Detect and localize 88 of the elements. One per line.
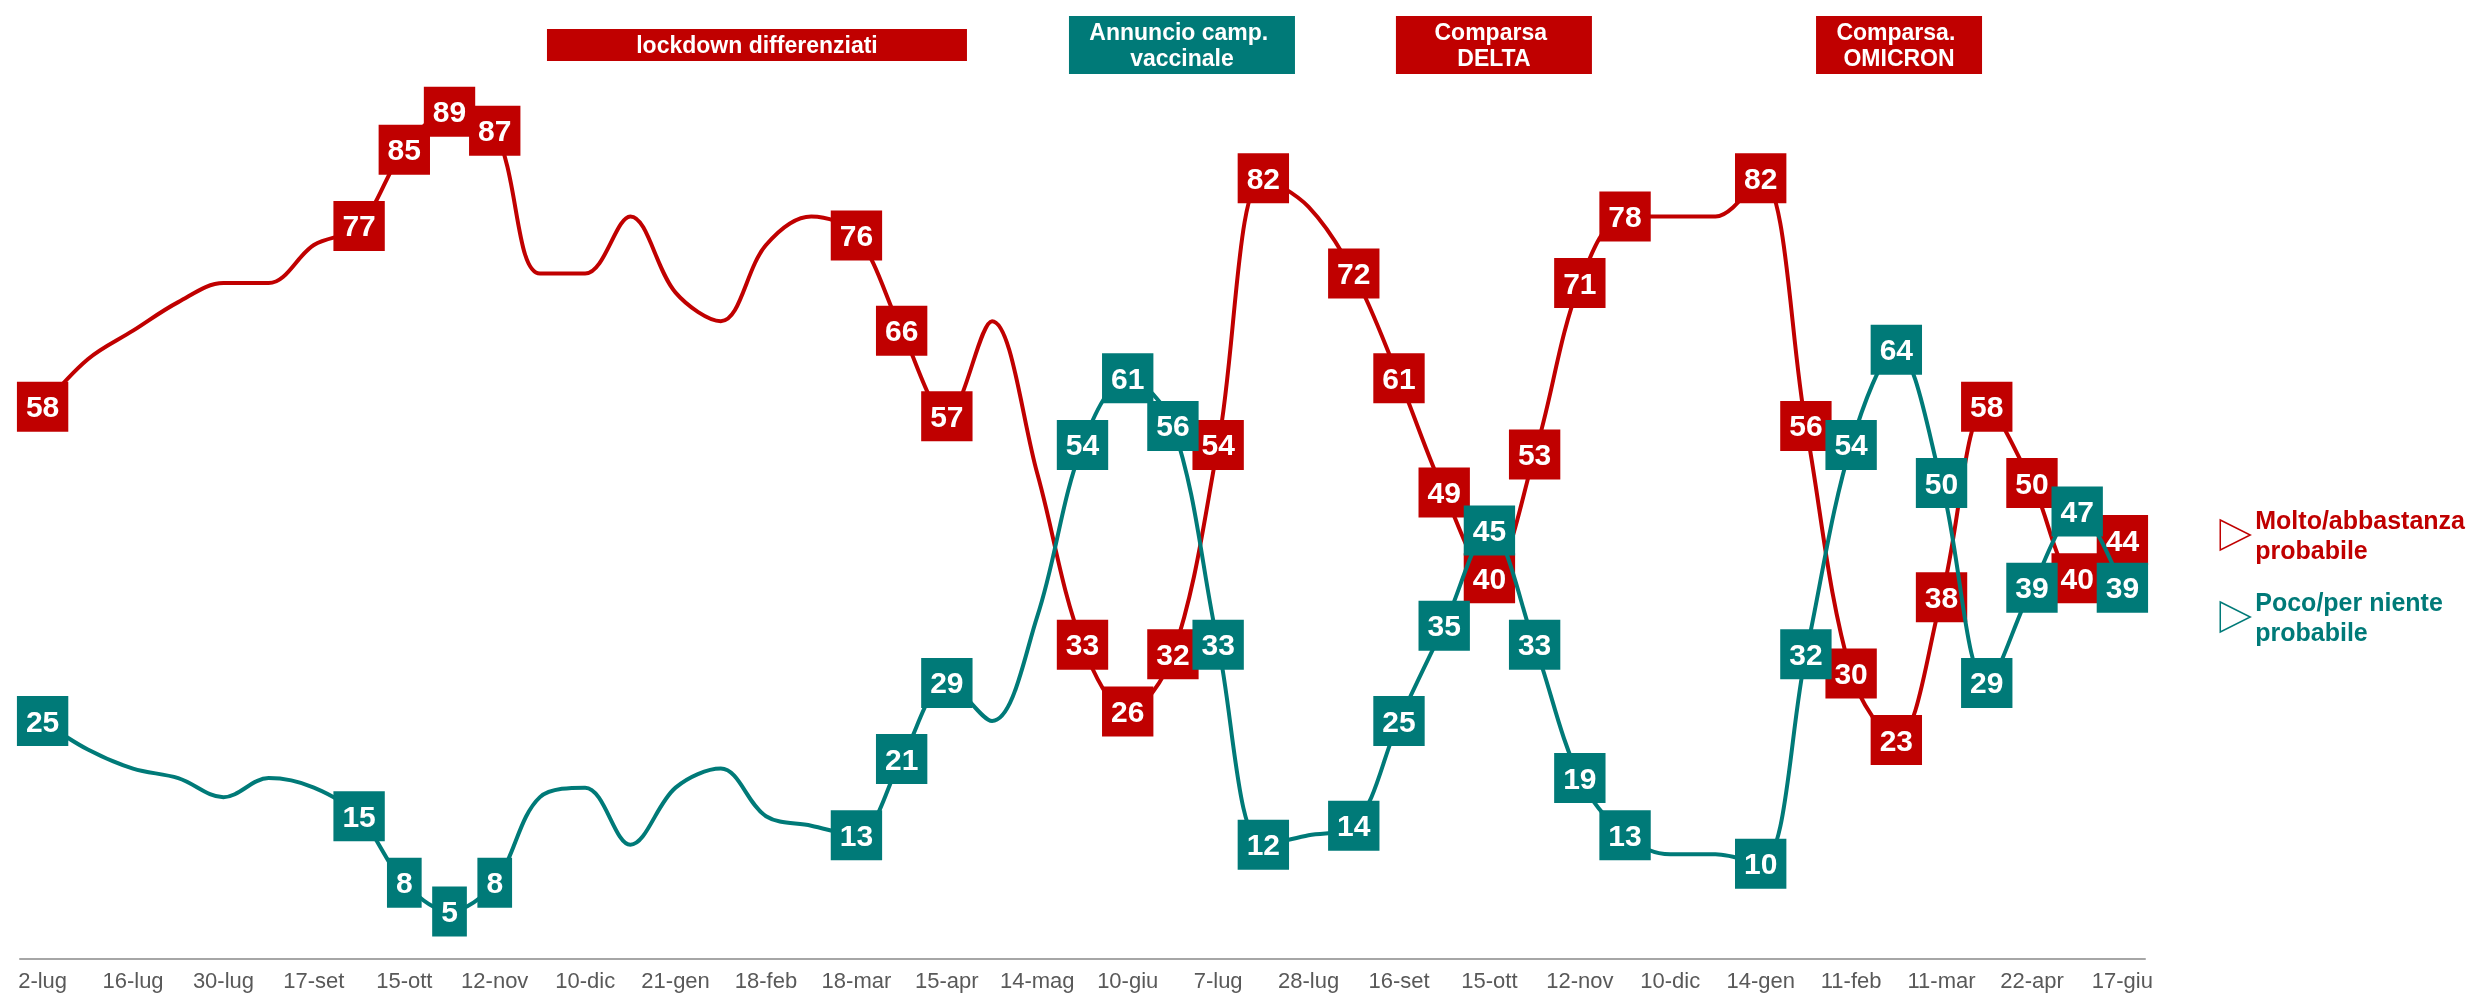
x-tick-label: 10-giu [1097, 967, 1159, 993]
data-label: 53 [1517, 437, 1552, 471]
x-tick-label: 17-set [283, 967, 345, 993]
data-label: 72 [1337, 257, 1371, 291]
data-label: 58 [1970, 390, 2004, 424]
x-tick-label: 18-mar [821, 967, 892, 993]
data-label: 26 [1111, 694, 1145, 728]
data-label: 56 [1789, 409, 1823, 443]
data-label: 71 [1563, 266, 1597, 300]
data-label: 14 [1337, 809, 1371, 843]
x-tick-label: 22-apr [2000, 967, 2064, 993]
data-label: 45 [1472, 514, 1507, 548]
x-tick-label: 10-dic [1640, 967, 1701, 993]
x-tick-label: 14-gen [1726, 967, 1795, 993]
x-tick-label: 16-set [1368, 967, 1430, 993]
data-label: 8 [486, 866, 504, 900]
data-label: 39 [2015, 571, 2049, 605]
text: lockdown differenziati [636, 32, 878, 58]
data-label: 39 [2105, 571, 2140, 605]
data-label: 77 [342, 209, 376, 243]
data-label: 32 [1789, 637, 1823, 671]
data-label: 61 [1111, 361, 1145, 395]
x-tick-label: 30-lug [192, 967, 255, 993]
data-label: 13 [839, 818, 874, 852]
data-label: 78 [1608, 199, 1642, 233]
data-label: 89 [432, 95, 467, 129]
data-label: 38 [1924, 580, 1959, 614]
legend-label: Poco/per niente probabile [2255, 588, 2443, 646]
data-label: 19 [1563, 761, 1597, 795]
data-label: 29 [1970, 666, 2004, 700]
x-tick-label: 2-lug [18, 967, 68, 993]
text: Comparsa. OMICRON [1836, 19, 1962, 71]
x-tick-label: 16-lug [102, 967, 164, 993]
data-label: 29 [930, 666, 964, 700]
data-label: 40 [2060, 561, 2094, 595]
data-label: 25 [1382, 704, 1416, 738]
data-label: 15 [342, 799, 376, 833]
data-label: 30 [1834, 656, 1868, 690]
data-label: 25 [25, 704, 60, 738]
text: Comparsa DELTA [1434, 19, 1554, 71]
data-label: 82 [1246, 161, 1281, 195]
data-label: 64 [1879, 333, 1914, 367]
x-tick-label: 15-ott [1461, 967, 1518, 993]
data-label: 76 [839, 218, 874, 252]
data-label: 8 [395, 866, 413, 900]
data-label: 54 [1201, 428, 1236, 462]
x-tick-label: 14-mag [999, 967, 1075, 993]
x-tick-label: 10-dic [555, 967, 616, 993]
data-label: 33 [1201, 628, 1235, 662]
data-label: 40 [1472, 561, 1507, 595]
data-label: 44 [2105, 523, 2140, 557]
data-label: 13 [1608, 818, 1642, 852]
x-tick-label: 12-nov [1546, 967, 1614, 993]
data-label: 21 [884, 742, 919, 776]
data-label: 50 [1924, 466, 1959, 500]
data-label: 57 [930, 399, 964, 433]
data-label: 23 [1879, 723, 1914, 757]
data-label: 61 [1382, 361, 1416, 395]
x-tick-label: 11-feb [1820, 967, 1882, 993]
legend-label: Molto/abbastanza probabile [2255, 506, 2467, 564]
x-tick-label: 21-gen [641, 967, 710, 993]
data-label: 50 [2015, 466, 2049, 500]
data-label: 82 [1744, 161, 1778, 195]
x-tick-label: 7-lug [1193, 967, 1243, 993]
x-tick-label: 28-lug [1277, 967, 1340, 993]
data-label: 54 [1065, 428, 1100, 462]
data-label: 33 [1517, 628, 1552, 662]
data-label: 5 [441, 894, 458, 928]
x-tick-label: 17-giu [2091, 967, 2153, 993]
data-label: 33 [1065, 628, 1100, 662]
data-label: 32 [1156, 637, 1190, 671]
data-label: 56 [1156, 409, 1190, 443]
data-label: 85 [387, 133, 421, 167]
x-tick-label: 18-feb [734, 967, 798, 993]
x-tick-label: 11-mar [1907, 967, 1976, 993]
text: Annuncio camp. vaccinale [1089, 19, 1275, 71]
data-label: 66 [884, 314, 919, 348]
data-label: 35 [1427, 609, 1461, 643]
data-label: 49 [1427, 476, 1461, 510]
data-label: 47 [2060, 495, 2094, 529]
x-tick-label: 15-apr [915, 967, 979, 993]
data-label: 87 [478, 114, 512, 148]
data-label: 10 [1744, 847, 1778, 881]
data-label: 12 [1246, 828, 1281, 862]
x-tick-label: 12-nov [461, 967, 529, 993]
data-label: 58 [25, 390, 60, 424]
data-label: 54 [1834, 428, 1869, 462]
x-tick-label: 15-ott [376, 967, 433, 993]
